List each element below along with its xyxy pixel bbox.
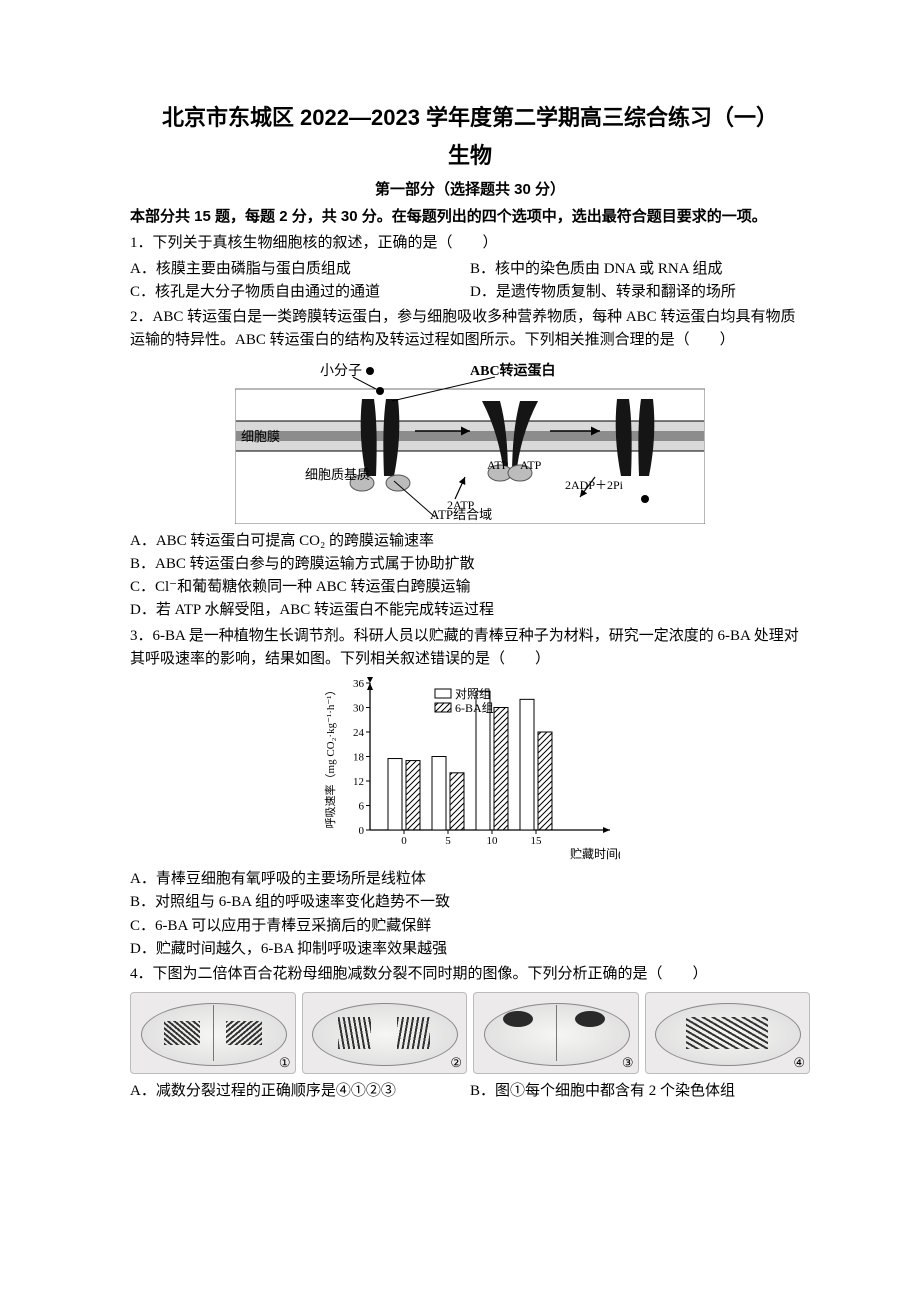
q4-cellnum-3: ③ [622, 1055, 634, 1071]
q4-cell-4: ④ [645, 992, 811, 1074]
q1-option-b: B．核中的染色质由 DNA 或 RNA 组成 [470, 258, 810, 281]
q2-option-d: D．若 ATP 水解受阻，ABC 转运蛋白不能完成转运过程 [130, 599, 810, 622]
section-heading: 第一部分（选择题共 30 分） [130, 178, 810, 199]
q4-option-b: B．图①每个细胞中都含有 2 个染色体组 [470, 1080, 810, 1103]
q4-option-a: A．减数分裂过程的正确顺序是④①②③ [130, 1080, 470, 1103]
svg-text:细胞膜: 细胞膜 [241, 429, 280, 444]
svg-text:ABC转运蛋白: ABC转运蛋白 [470, 362, 556, 379]
q4-cellnum-4: ④ [793, 1055, 805, 1071]
svg-text:贮藏时间(d): 贮藏时间(d) [570, 846, 620, 861]
q1-stem: 1．下列关于真核生物细胞核的叙述，正确的是（ ） [130, 232, 810, 255]
q4-cellnum-1: ① [279, 1055, 291, 1071]
q3-option-a: A．青棒豆细胞有氧呼吸的主要场所是线粒体 [130, 868, 810, 891]
q3-option-d: D．贮藏时间越久，6-BA 抑制呼吸速率效果越强 [130, 938, 810, 961]
q1-option-d: D．是遗传物质复制、转录和翻译的场所 [470, 281, 810, 304]
q4-cellnum-2: ② [450, 1055, 462, 1071]
svg-text:细胞质基质: 细胞质基质 [305, 467, 370, 482]
q3-stem: 3．6-BA 是一种植物生长调节剂。科研人员以贮藏的青棒豆种子为材料，研究一定浓… [130, 625, 810, 672]
q1-options-row2: C．核孔是大分子物质自由通过的通道 D．是遗传物质复制、转录和翻译的场所 [130, 281, 810, 304]
svg-text:对照组: 对照组 [455, 687, 491, 701]
svg-text:ATP: ATP [520, 458, 542, 472]
svg-text:2ADP＋2Pi: 2ADP＋2Pi [565, 478, 624, 492]
svg-text:36: 36 [353, 678, 365, 690]
svg-text:呼吸速率（mg CO₂·kg⁻¹·h⁻¹）: 呼吸速率（mg CO₂·kg⁻¹·h⁻¹） [323, 685, 337, 829]
q4-figure-row: ① ② ③ ④ [130, 992, 810, 1074]
svg-text:15: 15 [531, 835, 543, 847]
q4-options-row: A．减数分裂过程的正确顺序是④①②③ B．图①每个细胞中都含有 2 个染色体组 [130, 1080, 810, 1103]
q1-option-c: C．核孔是大分子物质自由通过的通道 [130, 281, 470, 304]
svg-text:0: 0 [401, 835, 407, 847]
svg-text:5: 5 [445, 835, 451, 847]
q4-stem: 4．下图为二倍体百合花粉母细胞减数分裂不同时期的图像。下列分析正确的是（ ） [130, 963, 810, 986]
q4-cell-2: ② [302, 992, 468, 1074]
svg-text:18: 18 [353, 752, 365, 764]
q1-option-a: A．核膜主要由磷脂与蛋白质组成 [130, 258, 470, 281]
page: 北京市东城区 2022—2023 学年度第二学期高三综合练习（一） 生物 第一部… [0, 0, 920, 1302]
q2-figure: 小分子ABC转运蛋白细胞膜细胞质基质ATP结合域ATPATP2ATP2ADP＋2… [235, 359, 705, 524]
svg-text:6-BA组: 6-BA组 [455, 701, 494, 715]
svg-text:0: 0 [359, 825, 365, 837]
svg-text:24: 24 [353, 727, 365, 739]
svg-text:10: 10 [487, 835, 499, 847]
svg-text:小分子: 小分子 [320, 363, 362, 379]
q4-cell-3: ③ [473, 992, 639, 1074]
page-title: 北京市东城区 2022—2023 学年度第二学期高三综合练习（一） [130, 100, 810, 132]
q2-option-a: A．ABC 转运蛋白可提高 CO₂ 的跨膜运输速率 [130, 530, 810, 553]
q2-stem: 2．ABC 转运蛋白是一类跨膜转运蛋白，参与细胞吸收多种营养物质，每种 ABC … [130, 306, 810, 353]
svg-text:2ATP: 2ATP [447, 498, 475, 512]
svg-text:6: 6 [359, 801, 365, 813]
svg-text:ATP: ATP [487, 458, 509, 472]
q4-cell-1: ① [130, 992, 296, 1074]
q3-option-c: C．6-BA 可以应用于青棒豆采摘后的贮藏保鲜 [130, 915, 810, 938]
instruction-text: 本部分共 15 题，每题 2 分，共 30 分。在每题列出的四个选项中，选出最符… [130, 205, 810, 228]
q2-option-b: B．ABC 转运蛋白参与的跨膜运输方式属于协助扩散 [130, 553, 810, 576]
q2-option-c: C．Cl⁻和葡萄糖依赖同一种 ABC 转运蛋白跨膜运输 [130, 576, 810, 599]
q3-chart: 0 6 12 18 24 30 36 0 5 10 15 贮藏时间(d) 呼吸速率（mg CO₂·kg⁻… [320, 677, 620, 862]
subject-title: 生物 [130, 138, 810, 170]
svg-text:30: 30 [353, 703, 365, 715]
q1-options-row1: A．核膜主要由磷脂与蛋白质组成 B．核中的染色质由 DNA 或 RNA 组成 [130, 258, 810, 281]
q3-option-b: B．对照组与 6-BA 组的呼吸速率变化趋势不一致 [130, 891, 810, 914]
svg-text:12: 12 [353, 776, 364, 788]
